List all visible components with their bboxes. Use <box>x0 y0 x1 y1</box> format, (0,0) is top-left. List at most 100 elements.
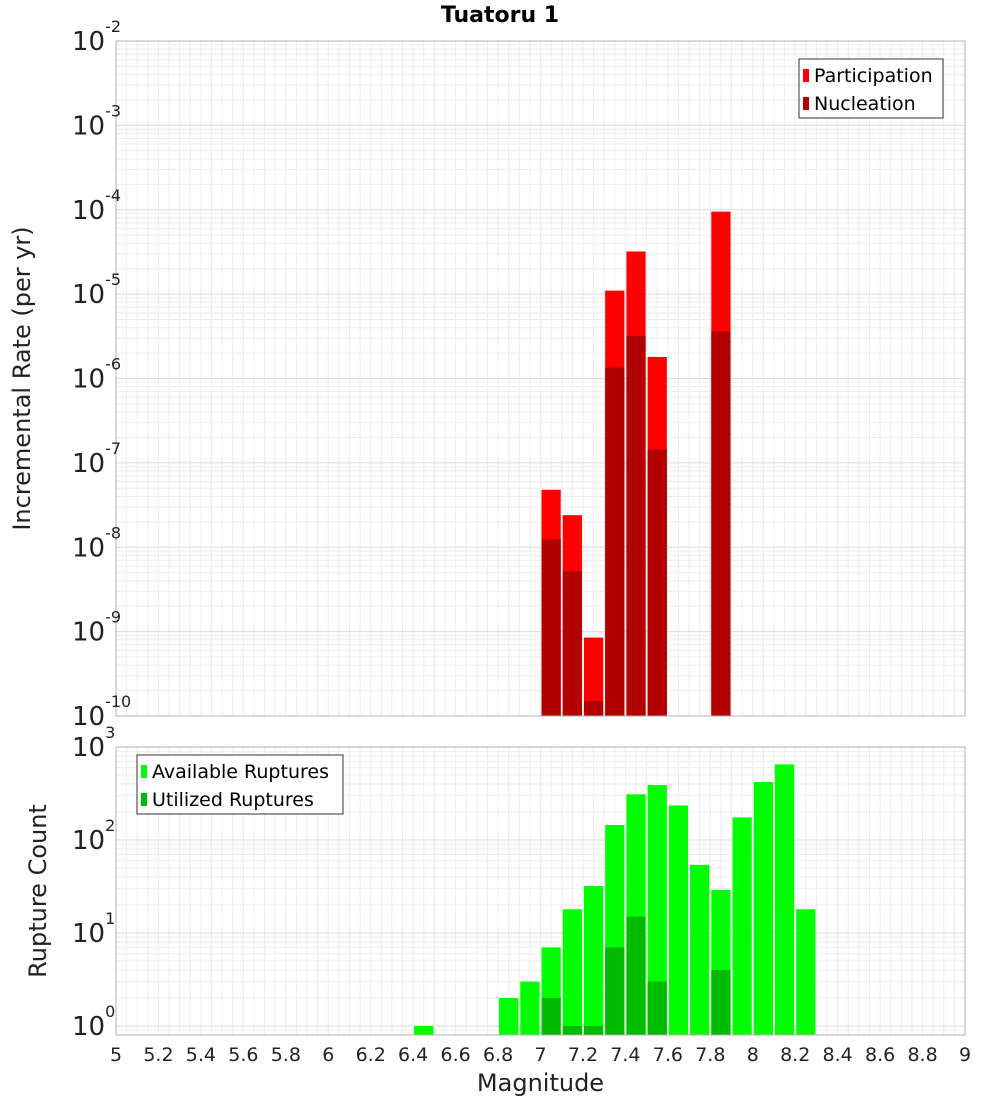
bar-available-ruptures <box>562 909 582 1035</box>
x-tick-label: 8.4 <box>823 1044 853 1066</box>
y-axis-title: Rupture Count <box>24 804 52 978</box>
y-tick-exponent: -6 <box>105 355 121 374</box>
bar-participation <box>583 637 604 716</box>
legend-label: Nucleation <box>814 93 916 115</box>
bar-available-ruptures <box>774 764 795 1035</box>
series-nucleation <box>541 331 731 716</box>
legend-label: Utilized Ruptures <box>152 789 314 811</box>
bar-available-ruptures <box>753 782 773 1035</box>
bar-utilized-ruptures <box>711 969 731 1035</box>
x-tick-label: 5.4 <box>186 1044 216 1066</box>
bar-available-ruptures <box>520 981 540 1035</box>
y-tick-base: 10 <box>72 280 105 310</box>
y-tick-exponent: -7 <box>105 439 121 458</box>
x-tick-label: 7 <box>534 1044 546 1066</box>
legend-swatch-nucleation <box>803 97 809 110</box>
legend-swatch-participation <box>803 69 809 82</box>
legend: Available Ruptures Utilized Ruptures <box>136 754 344 815</box>
bar-nucleation <box>605 367 625 716</box>
x-tick-label: 6.4 <box>398 1044 428 1066</box>
legend-box <box>798 58 944 119</box>
legend-label: Available Ruptures <box>152 761 329 783</box>
bar-utilized-ruptures <box>647 981 667 1035</box>
y-tick-exponent: -5 <box>105 270 121 289</box>
y-tick-exponent: 3 <box>105 723 115 742</box>
incremental-rate-panel: 10-1010-910-810-710-610-510-410-310-2Inc… <box>8 17 966 732</box>
y-tick-label: 100 <box>72 1002 115 1042</box>
x-tick-label: 8.6 <box>865 1044 895 1066</box>
x-tick-label: 5.8 <box>271 1044 301 1066</box>
y-tick-label: 102 <box>72 816 115 856</box>
y-tick-base: 10 <box>72 919 105 949</box>
bar-available-ruptures <box>732 817 752 1035</box>
y-tick-label: 10-7 <box>72 439 121 479</box>
y-tick-label: 103 <box>72 723 115 763</box>
y-tick-exponent: -4 <box>105 186 121 205</box>
y-tick-base: 10 <box>72 27 105 57</box>
x-tick-label: 5.2 <box>143 1044 173 1066</box>
bar-nucleation <box>711 331 731 716</box>
bar-utilized-ruptures <box>583 1025 604 1035</box>
y-tick-label: 10-3 <box>72 101 121 141</box>
x-tick-label: 5.6 <box>228 1044 258 1066</box>
x-tick-label: 6.8 <box>483 1044 513 1066</box>
x-tick-label: 6.2 <box>356 1044 386 1066</box>
y-tick-base: 10 <box>72 826 105 856</box>
y-tick-base: 10 <box>72 111 105 141</box>
y-tick-label: 10-5 <box>72 270 121 310</box>
y-tick-label: 10-2 <box>72 17 121 57</box>
legend-label: Participation <box>814 65 933 87</box>
series-utilized-ruptures <box>541 916 731 1035</box>
x-tick-label: 7.8 <box>695 1044 725 1066</box>
bar-available-ruptures <box>499 997 519 1035</box>
y-tick-base: 10 <box>72 196 105 226</box>
y-tick-base: 10 <box>72 449 105 479</box>
grid-lines <box>116 41 965 716</box>
x-tick-label: 7.6 <box>653 1044 683 1066</box>
y-tick-label: 10-8 <box>72 523 121 563</box>
y-axis-title: Incremental Rate (per yr) <box>8 226 36 530</box>
x-tick-label: 6.6 <box>440 1044 470 1066</box>
legend-swatch-available-ruptures <box>141 765 147 778</box>
legend-swatch-utilized-ruptures <box>141 793 147 806</box>
bar-available-ruptures <box>583 886 604 1035</box>
bar-utilized-ruptures <box>626 916 646 1035</box>
bar-nucleation <box>562 571 582 716</box>
bar-available-ruptures <box>690 864 710 1035</box>
legend-box <box>136 754 344 815</box>
y-tick-base: 10 <box>72 733 105 763</box>
bar-available-ruptures <box>668 805 689 1035</box>
x-tick-label: 6 <box>322 1044 334 1066</box>
bar-nucleation <box>626 335 646 716</box>
y-tick-label: 10-4 <box>72 186 121 226</box>
y-tick-base: 10 <box>72 365 105 395</box>
chart-title: Tuatoru 1 <box>441 3 559 28</box>
y-tick-base: 10 <box>72 702 105 732</box>
x-tick-label: 8.2 <box>780 1044 810 1066</box>
bar-available-ruptures <box>796 909 816 1035</box>
legend: Participation Nucleation <box>798 58 944 119</box>
y-tick-exponent: 2 <box>105 816 115 835</box>
plot-frame <box>115 40 966 717</box>
y-tick-exponent: -10 <box>105 692 131 711</box>
y-tick-label: 10-6 <box>72 355 121 395</box>
bar-available-ruptures <box>414 1025 434 1035</box>
y-tick-base: 10 <box>72 618 105 648</box>
x-tick-label: 9 <box>959 1044 971 1066</box>
y-tick-label: 101 <box>72 909 115 949</box>
bar-utilized-ruptures <box>605 947 625 1035</box>
bar-available-ruptures <box>647 785 667 1035</box>
y-tick-exponent: -9 <box>105 608 121 627</box>
x-tick-label: 5 <box>110 1044 122 1066</box>
bar-nucleation <box>541 539 561 716</box>
x-tick-label: 7.4 <box>610 1044 640 1066</box>
x-axis-title: Magnitude <box>477 1069 604 1097</box>
y-tick-exponent: 0 <box>105 1002 115 1021</box>
y-tick-label: 10-9 <box>72 608 121 648</box>
y-tick-exponent: -8 <box>105 523 121 542</box>
x-tick-label: 8.8 <box>907 1044 937 1066</box>
